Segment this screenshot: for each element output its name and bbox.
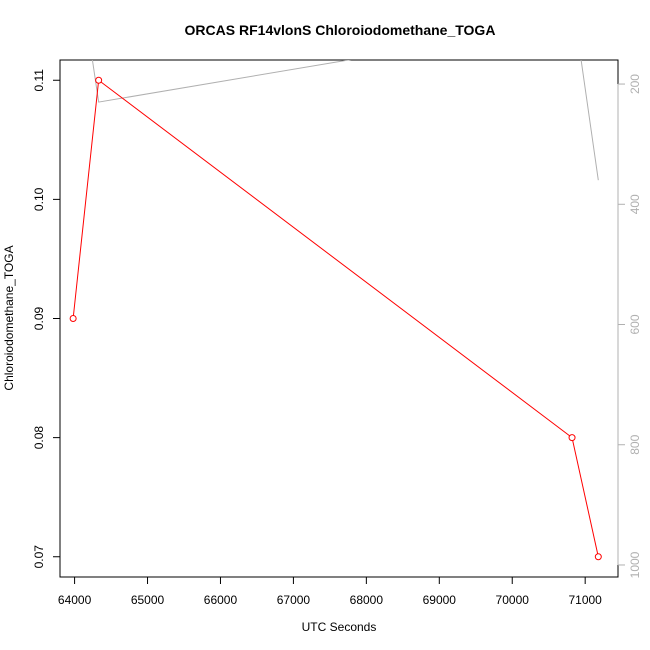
- secondary-y-tick-label: 1000: [628, 551, 642, 578]
- x-tick-label: 70000: [496, 593, 530, 607]
- secondary-y-tick-label: 400: [628, 194, 642, 214]
- x-tick-label: 66000: [204, 593, 238, 607]
- series-line: [72, 79, 599, 557]
- y-axis: 0.07 0.08 0.09 0.10 0.11: [32, 69, 61, 569]
- x-tick-label: 67000: [277, 593, 311, 607]
- x-axis: 64000 65000 66000 67000 68000 69000 70000 71000: [58, 576, 602, 607]
- plot-frame: [59, 59, 619, 578]
- y-tick-label: 0.07: [32, 545, 46, 569]
- x-tick-label: 68000: [350, 593, 384, 607]
- data-point: [594, 553, 602, 561]
- x-axis-label: UTC Seconds: [302, 620, 377, 634]
- secondary-y-tick-label: 200: [628, 74, 642, 94]
- data-point: [568, 434, 576, 442]
- secondary-y-axis: 200 400 600 800 1000: [617, 74, 642, 578]
- y-tick-label: 0.10: [32, 187, 46, 211]
- x-tick-label: 69000: [423, 593, 457, 607]
- x-tick-label: 71000: [568, 593, 602, 607]
- secondary-y-tick-label: 600: [628, 314, 642, 334]
- data-point: [95, 76, 103, 84]
- x-tick-label: 64000: [58, 593, 92, 607]
- secondary-series-line: [91, 60, 599, 181]
- y-tick-label: 0.11: [32, 69, 46, 92]
- secondary-y-tick-label: 800: [628, 434, 642, 454]
- chart-title: ORCAS RF14vlonS Chloroiodomethane_TOGA: [185, 22, 496, 38]
- x-tick-label: 65000: [131, 593, 165, 607]
- y-axis-label: Chloroiodomethane_TOGA: [2, 245, 16, 390]
- secondary-series-layer: [91, 60, 599, 181]
- y-tick-label: 0.08: [32, 426, 46, 450]
- y-tick-label: 0.09: [32, 306, 46, 330]
- data-point: [69, 315, 77, 322]
- primary-series-layer: [69, 76, 602, 561]
